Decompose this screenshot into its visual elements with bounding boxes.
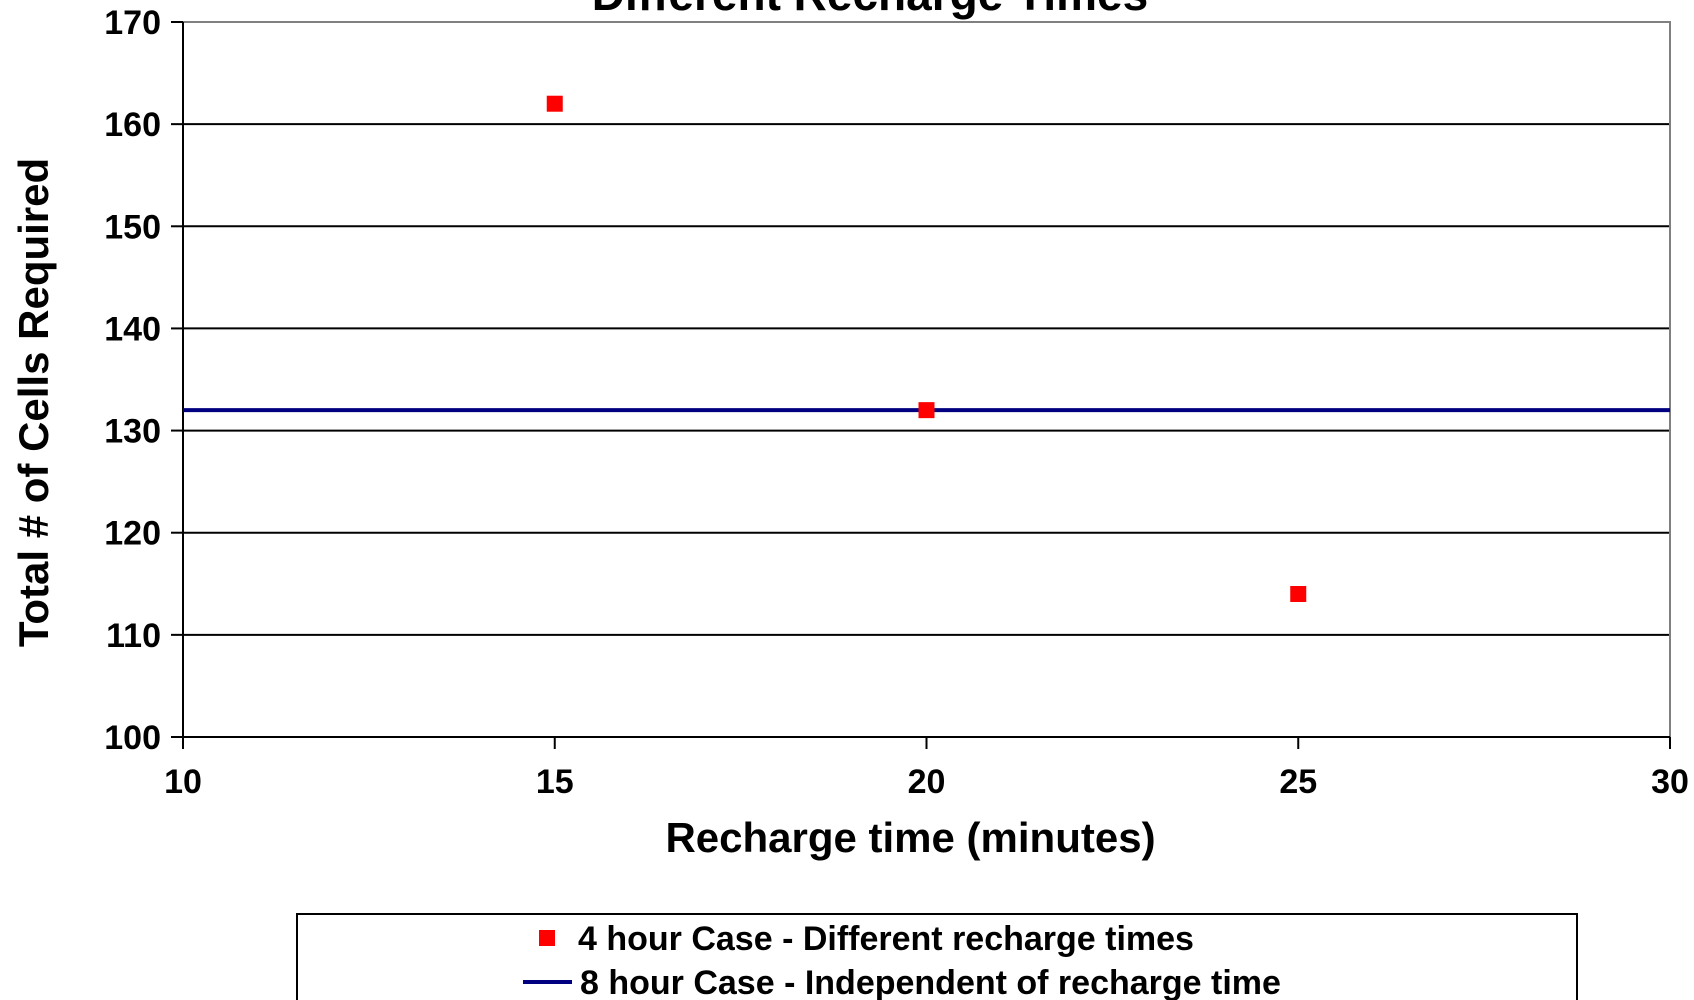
legend: 4 hour Case - Different recharge times 8… bbox=[296, 913, 1578, 1000]
y-tick-label-120: 120 bbox=[104, 515, 161, 553]
data-point-15-min bbox=[546, 95, 563, 112]
y-tick-label-140: 140 bbox=[104, 310, 161, 348]
x-tick-label-25: 25 bbox=[1279, 763, 1317, 801]
plot-area bbox=[182, 21, 1671, 738]
y-tick-label-110: 110 bbox=[106, 617, 161, 655]
y-axis-title: Total # of Cells Required bbox=[10, 158, 57, 647]
y-tick-label-170: 170 bbox=[104, 4, 161, 42]
legend-entry-8-hour-case: 8 hour Case - Independent of recharge ti… bbox=[580, 964, 1281, 1000]
gridlines bbox=[183, 21, 1670, 636]
data-series bbox=[183, 95, 1670, 602]
chart-title: Different Recharge Times bbox=[592, 0, 1148, 20]
x-tick-label-30: 30 bbox=[1651, 763, 1689, 801]
x-tick-label-10: 10 bbox=[164, 763, 202, 801]
y-tick-label-160: 160 bbox=[104, 106, 161, 144]
data-point-25-min bbox=[1290, 586, 1307, 602]
axes bbox=[171, 21, 1671, 749]
legend-marker-square bbox=[539, 930, 555, 946]
x-tick-label-15: 15 bbox=[536, 763, 574, 801]
legend-box bbox=[296, 913, 1578, 1000]
x-tick-label-20: 20 bbox=[908, 763, 946, 801]
data-point-20-min bbox=[918, 402, 935, 419]
y-tick-label-100: 100 bbox=[104, 719, 161, 757]
y-tick-label-150: 150 bbox=[104, 208, 161, 246]
y-tick-label-130: 130 bbox=[104, 413, 161, 451]
tick-labels: 100 110 120 130 140 150 160 170 10 15 20 25 30 bbox=[104, 4, 1689, 801]
x-axis-title: Recharge time (minutes) bbox=[665, 814, 1155, 861]
legend-entry-4-hour-case: 4 hour Case - Different recharge times bbox=[578, 920, 1194, 958]
